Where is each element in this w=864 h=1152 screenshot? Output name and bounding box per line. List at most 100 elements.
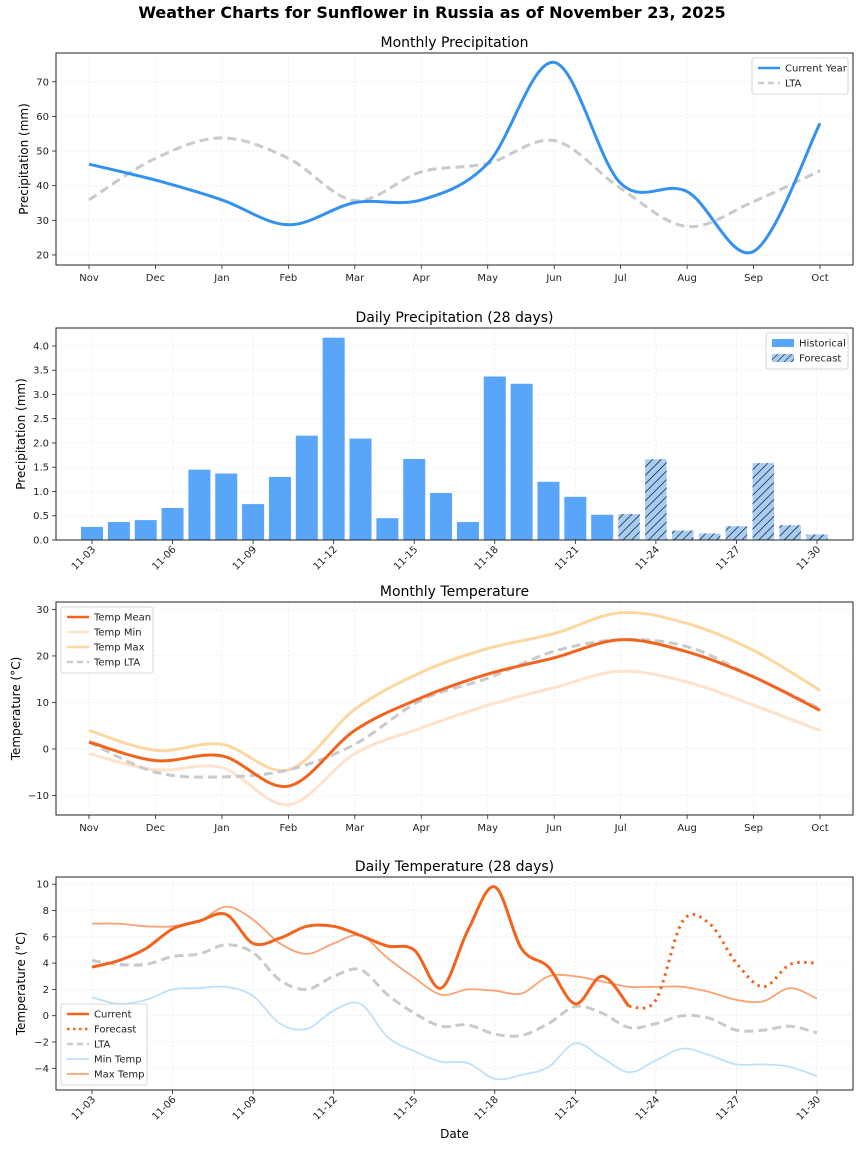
y-axis-label: Precipitation (mm): [17, 103, 31, 215]
series-line-current-year: [88, 60, 822, 255]
x-tick-label: Feb: [280, 823, 298, 834]
legend-label: Max Temp: [94, 1070, 145, 1081]
series-line-lta: [91, 943, 818, 1038]
x-tick-label: Oct: [811, 273, 828, 284]
bar-forecast: [805, 533, 829, 541]
y-tick-label: 4.0: [33, 341, 49, 352]
x-tick-label: Apr: [413, 273, 431, 284]
x-tick-label: 11-24: [634, 544, 662, 572]
bar-historical: [188, 469, 211, 540]
x-tick-label: 11-12: [311, 544, 339, 572]
x-tick-label: Jul: [614, 823, 627, 834]
y-tick-label: 0: [43, 744, 49, 755]
legend: Current Forecast LTA Min Temp Max Temp: [60, 1003, 148, 1086]
x-tick-label: Sep: [744, 823, 763, 834]
bar-historical: [161, 507, 184, 540]
bar-historical: [322, 337, 345, 540]
legend-label: Forecast: [94, 1025, 136, 1036]
chart-title: Monthly Temperature: [380, 584, 529, 600]
x-axis-label: Date: [440, 1127, 469, 1141]
x-tick-label: Nov: [79, 273, 99, 284]
y-tick-label: 2: [43, 985, 49, 996]
monthly-precipitation-chart: Monthly Precipitation 20 30 40 50 60 70 Precipi…: [17, 35, 854, 284]
chart-title: Daily Temperature (28 days): [355, 859, 554, 875]
x-tick-label: Feb: [280, 273, 298, 284]
legend: Historical Forecast: [765, 332, 849, 370]
legend-label: Temp LTA: [93, 658, 140, 669]
x-tick-label: Mar: [345, 273, 365, 284]
series-line-forecast: [628, 912, 818, 1010]
y-tick-label: 0.0: [33, 536, 49, 547]
y-tick-label: 8: [43, 906, 49, 917]
x-tick-label: 11-18: [473, 544, 501, 572]
x-tick-label: Apr: [413, 823, 431, 834]
bar-forecast: [698, 532, 721, 541]
y-tick-label: 3.0: [33, 390, 49, 401]
legend-label: Temp Mean: [93, 613, 151, 624]
x-tick-label: Aug: [677, 273, 697, 284]
bar-historical: [81, 526, 103, 540]
x-tick-label: 11-30: [795, 1094, 823, 1122]
x-tick-label: 11-03: [70, 544, 98, 572]
y-tick-label: 3.5: [33, 366, 49, 377]
y-tick-label: −4: [34, 1064, 49, 1075]
series-line-temp-min: [88, 669, 821, 807]
bar-forecast: [644, 458, 668, 541]
legend-label: Forecast: [799, 354, 841, 365]
legend-label: Current Year: [785, 64, 848, 75]
legend-label: Temp Min: [93, 628, 142, 639]
y-tick-label: 1.5: [33, 463, 49, 474]
x-tick-label: 11-18: [473, 1094, 501, 1122]
y-axis-label: Precipitation (mm): [14, 378, 28, 490]
bar-forecast: [778, 524, 802, 541]
y-tick-label: 60: [36, 112, 49, 123]
y-tick-label: −2: [34, 1038, 49, 1049]
x-tick-label: 11-09: [231, 1094, 259, 1122]
y-tick-label: 0.5: [33, 511, 49, 522]
series-line-temp-max: [88, 610, 821, 773]
legend-swatch: [772, 339, 794, 347]
bar-forecast: [671, 530, 694, 541]
bar-historical: [564, 496, 587, 540]
legend-box: [60, 606, 154, 674]
y-tick-label: 10: [36, 698, 49, 709]
bar-historical: [107, 522, 130, 540]
legend-label: Min Temp: [94, 1055, 142, 1066]
y-tick-label: 70: [36, 77, 49, 88]
y-axis-label: Temperature (°C): [9, 657, 23, 762]
x-tick-label: 11-15: [392, 1094, 420, 1122]
x-tick-label: Mar: [345, 823, 365, 834]
y-tick-label: 30: [36, 216, 49, 227]
series-line-current: [91, 885, 631, 1008]
y-tick-label: 40: [36, 181, 49, 192]
x-tick-label: 11-03: [70, 1094, 98, 1122]
x-tick-label: Sep: [744, 273, 763, 284]
x-tick-label: 11-21: [553, 1094, 581, 1122]
series-line-temp-lta: [88, 638, 821, 779]
series-line-min-temp: [91, 985, 818, 1081]
daily-precipitation-chart: Daily Precipitation (28 days) 0.0 0.5 1.0 1.…: [14, 310, 854, 573]
bar-forecast: [752, 462, 775, 541]
y-tick-label: 1.0: [33, 487, 49, 498]
y-tick-label: −10: [28, 791, 49, 802]
bar-historical: [376, 518, 399, 540]
x-tick-label: 11-30: [795, 544, 823, 572]
x-tick-label: 11-12: [311, 1094, 339, 1122]
bar-historical: [456, 522, 479, 540]
x-tick-label: Dec: [146, 273, 165, 284]
legend-label: Temp Max: [93, 643, 145, 654]
x-tick-label: 11-15: [392, 544, 420, 572]
y-tick-label: 20: [36, 250, 49, 261]
x-tick-label: 11-09: [231, 544, 259, 572]
bar-forecast: [725, 525, 748, 541]
bar-historical: [349, 438, 372, 540]
x-tick-label: 11-06: [150, 1094, 178, 1122]
x-tick-label: Jan: [213, 273, 229, 284]
y-tick-label: 6: [43, 932, 49, 943]
bar-forecast: [617, 513, 641, 541]
plot-frame: [55, 52, 854, 266]
legend: Current Year LTA: [751, 57, 849, 95]
x-tick-label: Jun: [545, 273, 562, 284]
chart-title: Daily Precipitation (28 days): [355, 310, 553, 326]
